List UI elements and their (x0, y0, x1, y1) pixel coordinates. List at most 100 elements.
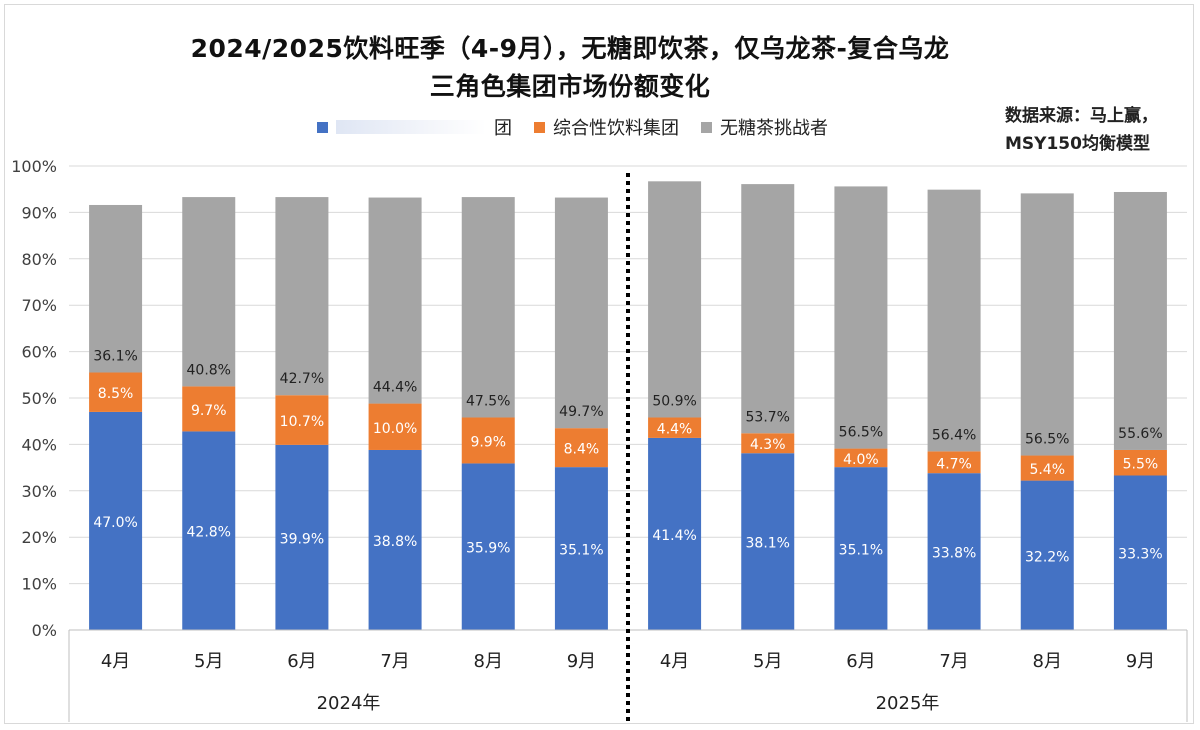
bar-segment (461, 417, 515, 464)
data-label: 44.4% (373, 380, 417, 396)
data-label: 39.9% (280, 531, 324, 547)
data-label: 56.4% (932, 427, 976, 443)
data-label: 35.1% (559, 543, 603, 559)
bar-segment (89, 372, 143, 412)
bar-segment (275, 395, 329, 445)
bar-segment (1020, 193, 1074, 456)
data-label: 42.7% (280, 371, 324, 387)
group-label: 2024年 (317, 693, 381, 714)
bar-segment (461, 197, 515, 418)
data-label: 49.7% (559, 404, 603, 420)
bar-segment (741, 453, 795, 630)
x-tick-label: 4月 (660, 651, 689, 672)
bar-segment (89, 204, 143, 373)
bar-segment (182, 197, 236, 387)
legend-blurred-text (336, 120, 486, 134)
bar-segment (368, 197, 422, 404)
bar-segment (461, 463, 515, 630)
bar-segment (554, 467, 608, 630)
stacked-bar-chart: 0% 10% 20% 30% 40% 50% 60% 70% 80% 90% 100% 47.0% 8.… (11, 157, 1188, 725)
bar-segment (1113, 191, 1167, 450)
data-label: 10.0% (373, 421, 417, 437)
legend-item-series-2: 综合性饮料集团 (534, 114, 679, 140)
bar-segment (648, 417, 702, 438)
x-tick-label: 5月 (753, 651, 782, 672)
group-label: 2025年 (876, 693, 940, 714)
data-label: 38.8% (373, 534, 417, 550)
data-label: 50.9% (652, 393, 696, 409)
data-label: 5.4% (1029, 462, 1065, 478)
legend-label-series-1: 团 (494, 118, 512, 139)
bar-segment (927, 189, 981, 452)
bar-segment (834, 186, 888, 449)
legend-swatch-blue (317, 121, 328, 133)
data-label: 53.7% (746, 409, 790, 425)
x-tick-label: 6月 (846, 651, 875, 672)
legend-label-series-2: 综合性饮料集团 (553, 118, 679, 139)
data-label: 42.8% (187, 525, 231, 541)
x-tick-label: 8月 (1033, 651, 1062, 672)
bar-segment (89, 411, 143, 630)
data-label: 41.4% (652, 528, 696, 544)
chart-title-line1: 2024/2025饮料旺季（4-9月），无糖即饮茶，仅乌龙茶-复合乌龙 (190, 34, 950, 63)
data-label: 4.7% (936, 456, 972, 472)
bar-segment (1113, 449, 1167, 476)
bar-segment (741, 184, 795, 434)
data-label: 8.4% (564, 442, 600, 458)
bar-segment (648, 181, 702, 418)
y-tick-label: 90% (21, 203, 57, 222)
bar-segment (368, 449, 422, 630)
y-tick-label: 0% (32, 621, 57, 640)
chart-title-line2: 三角色集团市场份额变化 (429, 72, 711, 101)
bar-segment (182, 431, 236, 630)
y-tick-label: 50% (21, 389, 57, 408)
x-tick-label: 9月 (567, 651, 596, 672)
bar-segment (834, 467, 888, 630)
legend-label-series-3: 无糖茶挑战者 (720, 118, 828, 139)
data-label: 33.3% (1118, 547, 1162, 563)
data-label: 4.0% (843, 452, 879, 468)
y-tick-label: 40% (21, 435, 57, 454)
data-label: 47.0% (93, 515, 137, 531)
bar-segment (275, 444, 329, 630)
data-label: 5.5% (1123, 457, 1159, 473)
source-line1: 数据来源：马上赢， (1005, 106, 1158, 126)
data-label: 56.5% (1025, 432, 1069, 448)
x-tick-label: 7月 (380, 651, 409, 672)
x-tick-label: 8月 (474, 651, 503, 672)
y-tick-label: 70% (21, 296, 57, 315)
data-label: 40.8% (187, 362, 231, 378)
legend-swatch-orange (534, 121, 545, 133)
x-tick-label: 9月 (1126, 651, 1155, 672)
y-tick-label: 30% (21, 482, 57, 501)
bar-segment (275, 197, 329, 396)
bar-segment (1113, 475, 1167, 630)
legend-item-series-3: 无糖茶挑战者 (701, 114, 828, 140)
bar-segment (554, 428, 608, 468)
data-label: 47.5% (466, 393, 510, 409)
data-label: 38.1% (746, 536, 790, 552)
data-label: 56.5% (839, 425, 883, 441)
x-tick-label: 5月 (194, 651, 223, 672)
bar-segment (741, 433, 795, 454)
y-tick-label: 100% (11, 157, 57, 176)
data-label: 55.6% (1118, 426, 1162, 442)
bar-segment (1020, 455, 1074, 481)
data-label: 35.1% (839, 543, 883, 559)
bar-segment (554, 197, 608, 429)
data-label: 32.2% (1025, 549, 1069, 565)
data-label: 10.7% (280, 414, 324, 430)
chart-frame: 2024/2025饮料旺季（4-9月），无糖即饮茶，仅乌龙茶-复合乌龙 三角色集… (4, 4, 1194, 725)
source-line2: MSY150均衡模型 (1005, 134, 1150, 154)
data-label: 36.1% (93, 348, 137, 364)
data-label: 33.8% (932, 546, 976, 562)
y-tick-label: 80% (21, 250, 57, 269)
bar-segment (1020, 480, 1074, 630)
bar-segment (834, 448, 888, 468)
y-tick-label: 10% (21, 575, 57, 594)
data-label: 35.9% (466, 541, 510, 557)
bar-segment (368, 403, 422, 450)
bar-segment (927, 473, 981, 630)
legend-item-series-1: 团 (317, 114, 512, 140)
x-tick-label: 4月 (101, 651, 130, 672)
